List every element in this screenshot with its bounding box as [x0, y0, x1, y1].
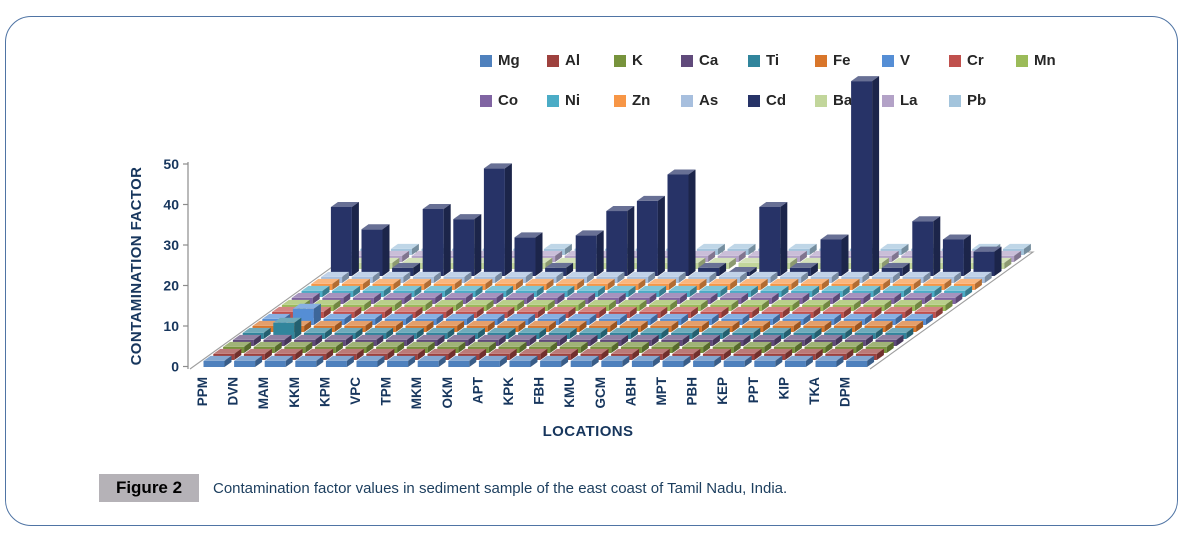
legend-item-Fe: Fe	[815, 52, 882, 70]
legend-label: Ti	[766, 52, 780, 69]
legend-item-Cd: Cd	[748, 92, 815, 110]
legend-item-Ba: Ba	[815, 92, 882, 110]
legend-label: Cd	[766, 92, 786, 109]
legend-label: Ba	[833, 92, 853, 109]
legend-item-Ca: Ca	[681, 52, 748, 70]
legend-swatch-icon	[882, 95, 894, 107]
legend-swatch-icon	[480, 95, 492, 107]
legend-swatch-icon	[949, 55, 961, 67]
legend-label: Ca	[699, 52, 719, 69]
legend-label: Ni	[565, 92, 580, 109]
legend-label: La	[900, 92, 918, 109]
legend-item-Mg: Mg	[480, 52, 547, 70]
legend-label: Mg	[498, 52, 520, 69]
legend-swatch-icon	[748, 55, 760, 67]
legend-item-As: As	[681, 92, 748, 110]
figure-label: Figure 2	[115, 478, 183, 497]
figure-label-box: Figure 2	[99, 474, 199, 502]
legend-swatch-icon	[681, 95, 693, 107]
legend-label: As	[699, 92, 719, 109]
legend-swatch-icon	[681, 55, 693, 67]
legend-swatch-icon	[949, 95, 961, 107]
legend-label: Zn	[632, 92, 651, 109]
legend-item-K: K	[614, 52, 681, 70]
legend-swatch-icon	[614, 55, 626, 67]
legend-item-Co: Co	[480, 92, 547, 110]
legend-swatch-icon	[882, 55, 894, 67]
legend-row-2: Co Ni Zn As Cd Ba La Pb	[480, 92, 1083, 110]
legend-item-Cr: Cr	[949, 52, 1016, 70]
legend-swatch-icon	[480, 55, 492, 67]
panel-border	[5, 16, 1178, 526]
legend-item-Al: Al	[547, 52, 614, 70]
legend-label: Pb	[967, 92, 987, 109]
legend-item-V: V	[882, 52, 949, 70]
figure-caption: Contamination factor values in sediment …	[213, 479, 788, 497]
legend-row-1: Mg Al K Ca Ti Fe V Cr Mn	[480, 52, 1083, 70]
legend-label: K	[632, 52, 643, 69]
legend-swatch-icon	[815, 55, 827, 67]
legend-swatch-icon	[748, 95, 760, 107]
legend-item-Pb: Pb	[949, 92, 1016, 110]
legend-item-Ni: Ni	[547, 92, 614, 110]
legend-swatch-icon	[547, 95, 559, 107]
legend-item-Ti: Ti	[748, 52, 815, 70]
legend-item-Zn: Zn	[614, 92, 681, 110]
legend-swatch-icon	[1016, 55, 1028, 67]
legend-label: V	[900, 52, 911, 69]
legend-item-Mn: Mn	[1016, 52, 1083, 70]
legend-item-La: La	[882, 92, 949, 110]
legend-label: Al	[565, 52, 580, 69]
legend-swatch-icon	[547, 55, 559, 67]
legend-label: Mn	[1034, 52, 1056, 69]
legend-label: Co	[498, 92, 518, 109]
legend-swatch-icon	[614, 95, 626, 107]
legend-swatch-icon	[815, 95, 827, 107]
chart-legend: Mg Al K Ca Ti Fe V Cr Mn Co Ni Zn As Cd Ba La Pb	[480, 52, 1083, 132]
legend-label: Fe	[833, 52, 851, 69]
legend-label: Cr	[967, 52, 984, 69]
